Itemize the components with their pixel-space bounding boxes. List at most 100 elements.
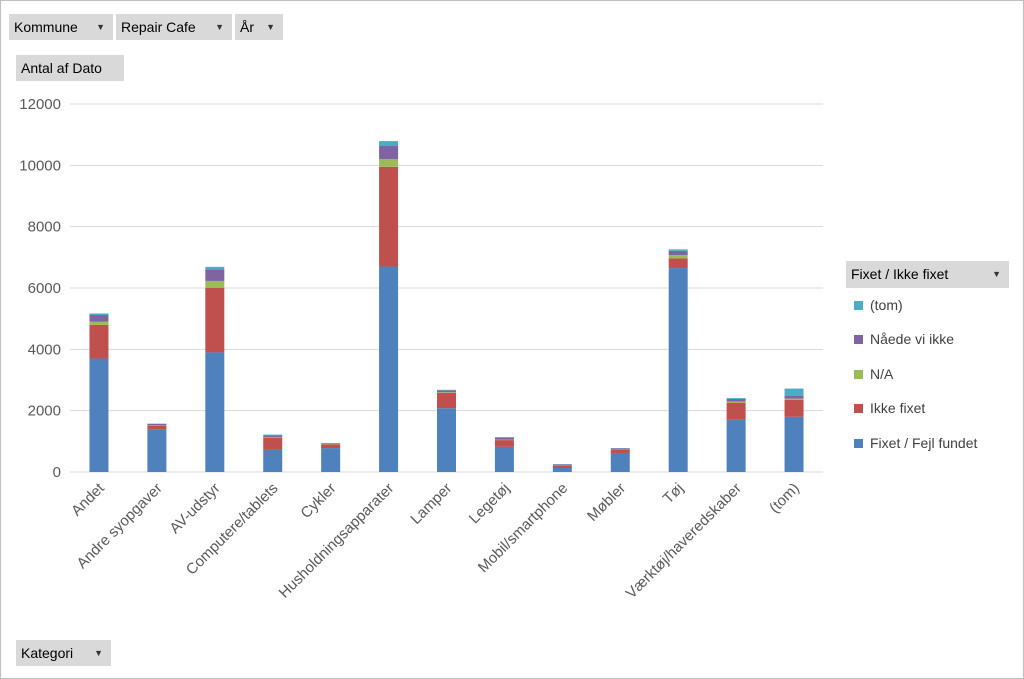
bar-segment[interactable] [668, 250, 688, 256]
legend-swatch [854, 300, 863, 310]
bar-segment[interactable] [205, 352, 225, 472]
bar-segment[interactable] [147, 425, 167, 426]
y-tick-label: 2000 [28, 403, 61, 420]
bar-segment[interactable] [784, 398, 804, 400]
repair-cafe-filter-label: Repair Cafe [121, 19, 196, 35]
kommune-filter-label: Kommune [14, 19, 78, 35]
bar-segment[interactable] [494, 446, 514, 472]
bar-segment[interactable] [263, 437, 283, 450]
bar-segment[interactable] [552, 468, 572, 472]
values-field-button[interactable]: Antal af Dato [16, 55, 124, 81]
x-tick-label: Legetøj [466, 480, 513, 527]
bar-segment[interactable] [263, 435, 283, 438]
legend-field-button[interactable]: Fixet / Ikke fixet ▼ [846, 261, 1009, 288]
bar-segment[interactable] [205, 288, 225, 353]
bar-segment[interactable] [437, 392, 456, 393]
bar-segment[interactable] [437, 390, 456, 393]
bar-segment[interactable] [147, 426, 167, 430]
dropdown-arrow-icon: ▼ [215, 22, 224, 32]
bar-segment[interactable] [726, 398, 746, 400]
bar-segment[interactable] [89, 313, 109, 315]
aar-filter-label: År [240, 19, 254, 35]
bar-segment[interactable] [494, 437, 514, 440]
y-tick-label: 10000 [19, 157, 61, 174]
x-tick-label: AV-udstyr [166, 480, 223, 537]
x-tick-label: Møbler [584, 480, 629, 525]
x-tick-label: Cykler [297, 480, 339, 522]
bar-segment[interactable] [321, 444, 341, 449]
bar-segment[interactable] [610, 452, 630, 472]
repair-cafe-filter-button[interactable]: Repair Cafe ▼ [116, 14, 232, 40]
bar-segment[interactable] [610, 449, 630, 453]
y-tick-label: 0 [53, 464, 61, 481]
bar-segment[interactable] [89, 314, 109, 322]
bar-segment[interactable] [668, 258, 688, 269]
x-tick-label: Lamper [407, 480, 455, 528]
bar-segment[interactable] [437, 408, 456, 472]
dropdown-arrow-icon: ▼ [96, 22, 105, 32]
bar-segment[interactable] [89, 324, 109, 359]
bar-segment[interactable] [379, 146, 399, 160]
legend-label: N/A [870, 366, 894, 382]
bar-segment[interactable] [205, 266, 225, 270]
bar-segment[interactable] [321, 448, 341, 472]
bars [89, 141, 804, 472]
bar-segment[interactable] [668, 268, 688, 472]
bar-segment[interactable] [379, 166, 399, 267]
bar-segment[interactable] [437, 392, 456, 409]
legend-item-tom: (tom) [854, 297, 903, 313]
bar-segment[interactable] [263, 434, 283, 436]
bar-segment[interactable] [321, 443, 341, 445]
x-tick-label: Tøj [660, 480, 687, 507]
bar-segment[interactable] [263, 449, 283, 472]
dropdown-arrow-icon: ▼ [94, 648, 103, 658]
x-tick-label: Andet [68, 479, 108, 519]
bar-segment[interactable] [784, 399, 804, 417]
bar-segment[interactable] [784, 388, 804, 396]
legend-label: Nåede vi ikke [870, 331, 955, 347]
bar-segment[interactable] [552, 464, 572, 465]
legend-item-ikke-fixet: Ikke fixet [854, 400, 925, 416]
bar-segment[interactable] [263, 437, 283, 438]
y-tick-label: 8000 [28, 219, 61, 236]
bar-segment[interactable] [726, 399, 746, 402]
bar-segment[interactable] [668, 255, 688, 259]
bar-segment[interactable] [437, 389, 456, 391]
y-tick-label: 6000 [28, 280, 61, 297]
legend-item-na: N/A [854, 366, 893, 382]
legend-label: Fixet / Fejl fundet [870, 435, 978, 451]
bar-segment[interactable] [494, 437, 514, 438]
bar-segment[interactable] [668, 249, 688, 251]
x-tick-label: Husholdningsapparater [276, 480, 398, 602]
aar-filter-button[interactable]: År ▼ [235, 14, 283, 40]
bar-segment[interactable] [552, 465, 572, 469]
bar-segment[interactable] [726, 419, 746, 472]
bar-segment[interactable] [610, 448, 630, 449]
bar-segment[interactable] [784, 395, 804, 399]
bar-segment[interactable] [494, 439, 514, 441]
bar-segment[interactable] [205, 269, 225, 281]
dropdown-arrow-icon: ▼ [992, 269, 1001, 279]
bar-segment[interactable] [89, 321, 109, 325]
bar-segment[interactable] [379, 266, 399, 472]
legend-swatch [854, 403, 863, 413]
bar-segment[interactable] [147, 423, 167, 426]
legend-title: Fixet / Ikke fixet [851, 266, 949, 282]
kommune-filter-button[interactable]: Kommune ▼ [9, 14, 113, 40]
bar-segment[interactable] [726, 402, 746, 420]
bar-segment[interactable] [147, 429, 167, 472]
bar-segment[interactable] [379, 141, 399, 147]
kategori-field-label: Kategori [21, 645, 74, 661]
bar-segment[interactable] [379, 159, 399, 167]
y-axis: 0 2000 4000 6000 8000 10000 12000 [19, 96, 61, 481]
bar-segment[interactable] [726, 401, 746, 403]
bar-segment[interactable] [494, 440, 514, 447]
bar-segment[interactable] [205, 280, 225, 288]
x-tick-label: (tom) [766, 480, 803, 517]
kategori-field-button[interactable]: Kategori ▼ [16, 640, 111, 666]
bar-segment[interactable] [89, 358, 109, 472]
legend-swatch [854, 438, 863, 448]
bar-segment[interactable] [784, 416, 804, 472]
x-tick-label: Værktøj/haveredskaber [623, 480, 745, 602]
